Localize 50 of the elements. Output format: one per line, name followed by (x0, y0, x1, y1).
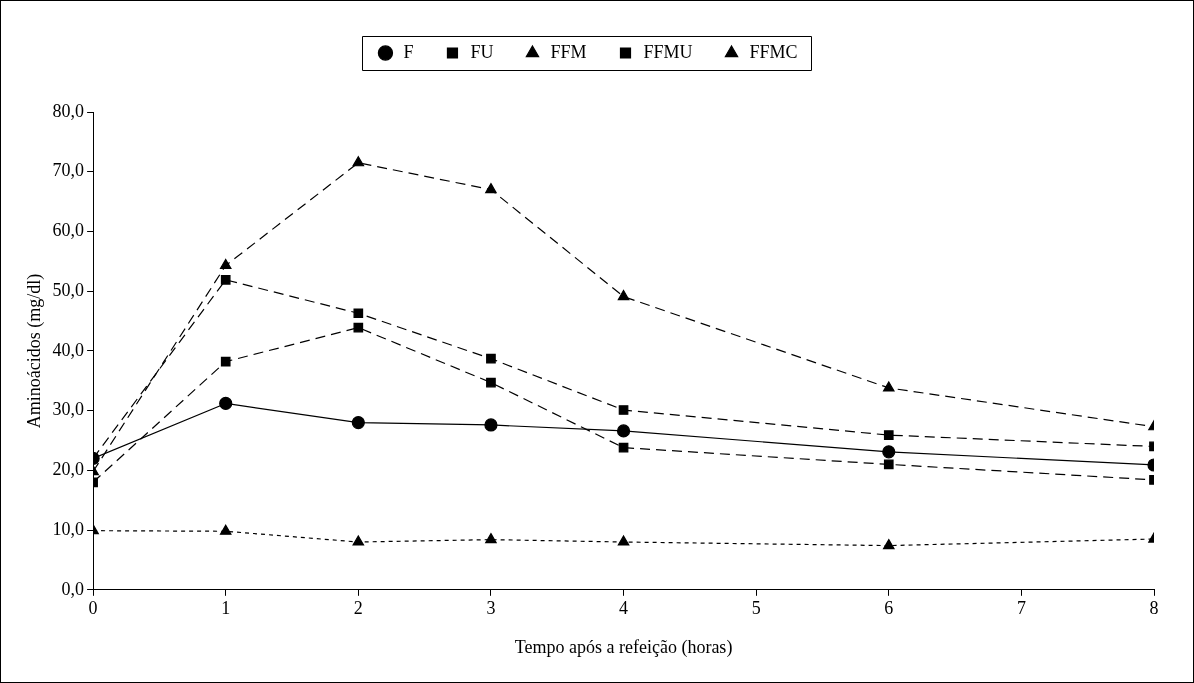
x-tick-label: 6 (884, 598, 894, 619)
point (616, 424, 631, 438)
point (617, 289, 630, 301)
point (220, 274, 231, 285)
x-tick-label: 4 (619, 598, 629, 619)
point (882, 539, 895, 550)
x-tick-label: 7 (1016, 598, 1026, 619)
point (219, 258, 232, 270)
point (486, 353, 496, 364)
y-axis-title: Aminoácidos (mg/dl) (23, 273, 45, 429)
y-tick-label: 20,0 (52, 459, 85, 480)
x-tick-label: 1 (221, 598, 231, 619)
x-axis-title: Tempo após a refeição (horas) (514, 636, 733, 658)
point (485, 533, 497, 544)
point (617, 535, 630, 546)
legend-label: FU (470, 41, 494, 62)
y-tick-label: 60,0 (52, 220, 85, 241)
x-tick-label: 3 (486, 598, 496, 619)
point (219, 396, 233, 411)
y-tick-label: 50,0 (52, 279, 85, 300)
point (352, 156, 365, 167)
point (618, 405, 629, 415)
point (882, 445, 896, 459)
x-tick-label: 5 (751, 598, 761, 619)
point (883, 459, 894, 470)
point (618, 442, 629, 453)
legend-label: F (403, 41, 414, 62)
point (484, 418, 498, 432)
y-tick-label: 10,0 (52, 518, 85, 539)
point (352, 535, 365, 546)
point (353, 322, 364, 333)
x-tick-label: 2 (353, 598, 363, 619)
legend-label: FFMU (643, 41, 693, 62)
legend-label: FFMC (749, 41, 798, 62)
point (485, 183, 497, 194)
point (486, 377, 496, 388)
y-tick-label: 70,0 (52, 160, 85, 181)
x-tick-label: 0 (88, 598, 98, 619)
point (220, 356, 231, 367)
point (882, 381, 895, 392)
point (219, 524, 232, 535)
legend-label: FFM (550, 41, 587, 62)
y-tick-label: 30,0 (52, 399, 85, 420)
point (351, 415, 365, 430)
y-tick-label: 40,0 (52, 339, 85, 360)
point (883, 430, 894, 440)
x-tick-label: 8 (1149, 598, 1159, 619)
y-tick-label: 80,0 (52, 100, 85, 121)
point (353, 308, 364, 319)
y-tick-label: 0,0 (61, 578, 85, 599)
